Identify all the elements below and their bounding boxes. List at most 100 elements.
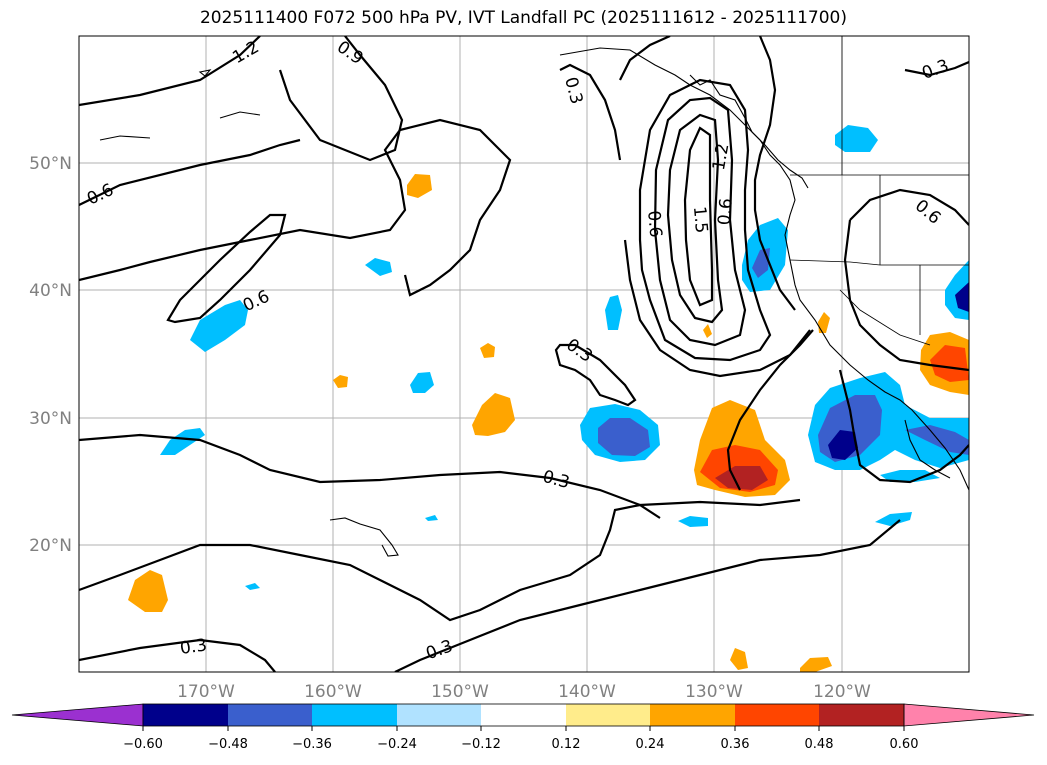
shade-blob (410, 372, 434, 393)
contour-line (559, 63, 622, 161)
lon-label: 170°W (177, 682, 235, 702)
colorbar-segment (228, 704, 312, 726)
colorbar-tick-label: −0.36 (292, 737, 332, 752)
lat-label: 50°N (29, 154, 72, 174)
colorbar: −0.60 −0.48 −0.36 −0.24 −0.12 0.12 0.24 … (11, 703, 1035, 752)
contour-label: 1.5 (689, 205, 711, 234)
contour-label: 1.2 (229, 37, 262, 68)
colorbar-tick-label: 0.60 (890, 737, 919, 752)
shade-blob (128, 570, 168, 612)
shade-blob (905, 425, 969, 455)
contour-label: 1.2 (709, 142, 733, 172)
pv-contours (79, 36, 969, 672)
lon-label: 130°W (685, 682, 743, 702)
colorbar-segment (735, 704, 819, 726)
contour-label: 0.3 (919, 56, 951, 84)
shade-blob (880, 470, 940, 482)
colorbar-tick-label: 0.12 (552, 737, 581, 752)
contour-line (838, 369, 969, 484)
shade-blob (930, 345, 969, 382)
contour-line (904, 60, 969, 77)
colorbar-tick-label: −0.48 (208, 737, 248, 752)
lat-labels: 50°N 40°N 30°N 20°N (29, 154, 72, 556)
shade-blob (472, 393, 515, 436)
shade-blob (800, 657, 832, 672)
colorbar-tick-label: −0.12 (461, 737, 501, 752)
shade-blob (407, 174, 432, 198)
contour-labels: 1.2 0.9 0.3 0.6 0.6 0.6 1.5 0.6 1.2 0.6 … (84, 37, 952, 664)
colorbar-segment (143, 704, 228, 726)
colorbar-tick-label: −0.60 (123, 737, 163, 752)
contour-label: 0.6 (715, 197, 737, 226)
colorbar-segment (566, 704, 650, 726)
shade-blob (598, 418, 650, 456)
shade-blob (818, 312, 830, 333)
coastlines (99, 36, 969, 557)
contour-line (79, 638, 276, 672)
contour-line (166, 213, 287, 324)
contour-line (79, 118, 512, 297)
contour-line (278, 36, 404, 162)
shade-blob (678, 516, 708, 527)
contour-label: 0.6 (84, 180, 117, 210)
contour-line (683, 126, 714, 307)
contour-line (79, 433, 661, 519)
lat-label: 20°N (29, 536, 72, 556)
contour-line (79, 36, 261, 107)
contour-label: 0.3 (423, 636, 455, 664)
lon-label: 160°W (304, 682, 362, 702)
colorbar-segment (481, 704, 566, 726)
lat-label: 30°N (29, 409, 72, 429)
colorbar-extend-low (11, 703, 144, 727)
shade-blob (730, 648, 748, 670)
contour-line (638, 78, 772, 362)
contour-line (79, 138, 301, 206)
colorbar-ticks (142, 726, 905, 731)
contour-label: 0.6 (643, 210, 665, 239)
contour-line (554, 343, 637, 407)
map-area: 1.2 0.9 0.3 0.6 0.6 0.6 1.5 0.6 1.2 0.6 … (79, 36, 969, 672)
shade-blob (480, 343, 495, 358)
shade-blob (835, 125, 878, 152)
lon-label: 120°W (813, 682, 871, 702)
shade-blob (875, 512, 912, 526)
contour-line (726, 329, 814, 491)
contour-label: 0.3 (179, 635, 209, 659)
lon-label: 150°W (431, 682, 489, 702)
shade-blob (160, 428, 205, 455)
contour-line (666, 113, 724, 324)
shade-blob (828, 430, 858, 460)
map-frame (78, 35, 970, 673)
contour-label: 0.3 (562, 335, 596, 367)
contour-line (619, 36, 671, 81)
contour-line (849, 188, 969, 226)
colorbar-segment (819, 704, 904, 726)
colorbar-tick-label: 0.36 (721, 737, 750, 752)
contour-line (623, 239, 811, 378)
contour-line (394, 519, 901, 672)
contour-label: 0.3 (540, 467, 571, 493)
contour-line (79, 498, 801, 622)
contour-label: 0.3 (560, 75, 586, 106)
lon-labels: 170°W 160°W 150°W 140°W 130°W 120°W (177, 682, 871, 702)
colorbar-tick-label: 0.24 (636, 737, 665, 752)
shade-blob (190, 300, 248, 352)
shade-blob (955, 282, 969, 312)
contour-line (653, 96, 747, 347)
map-title: 2025111400 F072 500 hPa PV, IVT Landfall… (199, 8, 847, 28)
shade-blob (703, 324, 712, 338)
shade-blob (715, 466, 768, 490)
contour-line (753, 36, 796, 311)
colorbar-tick-label: 0.48 (805, 737, 834, 752)
ivt-shading (128, 125, 969, 672)
colorbar-segment (650, 704, 735, 726)
lat-label: 40°N (29, 281, 72, 301)
shade-blob (365, 258, 392, 276)
colorbar-segment (312, 704, 397, 726)
shade-blob (605, 295, 622, 330)
shade-blob (425, 515, 438, 521)
contour-line (843, 219, 969, 372)
contour-label: 0.9 (333, 37, 367, 69)
colorbar-extend-high (903, 703, 1035, 727)
